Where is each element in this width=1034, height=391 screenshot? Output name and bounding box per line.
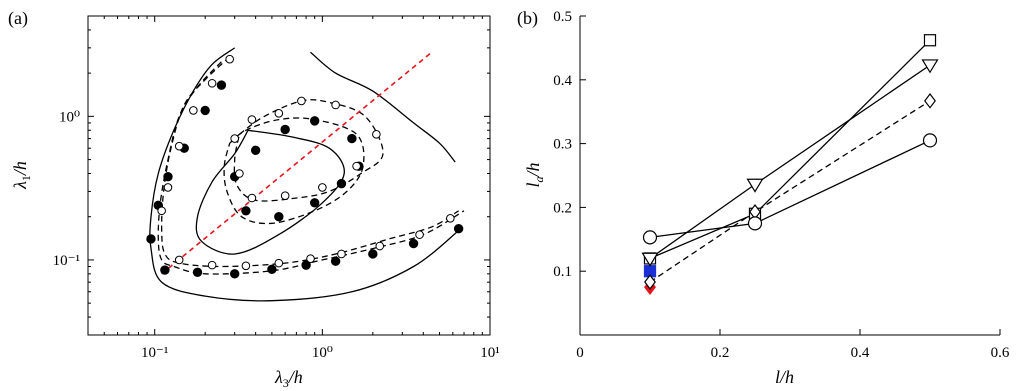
plot-frame-a bbox=[87, 15, 491, 336]
open-circle-marker bbox=[174, 141, 184, 151]
filled-circle-marker bbox=[280, 124, 290, 135]
open-circle-marker bbox=[415, 230, 424, 239]
open-circle-marker bbox=[352, 161, 361, 171]
contour-solid-outer-right bbox=[310, 51, 456, 163]
panel-label-a: (a) bbox=[8, 8, 28, 29]
line-plot-b: (b) 0 0.2 0.4 0.6 0.1 0.2 0.3 0.4 0.5 l/h la/h bbox=[517, 8, 1010, 387]
contour-lines bbox=[149, 47, 465, 302]
open-circle-marker bbox=[174, 255, 184, 265]
series-line-circle bbox=[649, 139, 931, 239]
x-tick-label-b: 0.4 bbox=[851, 345, 870, 361]
series-lines bbox=[649, 39, 931, 283]
open-circle-marker bbox=[274, 109, 284, 118]
open-circle-marker bbox=[446, 213, 455, 223]
open-circle-marker bbox=[331, 100, 340, 110]
x-tick-label-b: 0.2 bbox=[711, 345, 730, 361]
circle-marker bbox=[642, 230, 658, 245]
y-tick-label-a: 10⁻¹ bbox=[53, 253, 80, 269]
filled-circle-marker bbox=[309, 116, 320, 126]
filled-circle-marker bbox=[146, 234, 156, 244]
circle-marker bbox=[747, 216, 763, 231]
diamond-marker bbox=[644, 274, 656, 290]
y-tick-label-b: 0.4 bbox=[553, 73, 572, 89]
y-tick-label-a: 10⁰ bbox=[59, 109, 80, 125]
diamond-marker bbox=[924, 93, 936, 109]
y-tick-label-b: 0.5 bbox=[553, 9, 572, 25]
contour-dashed-middle-filled bbox=[223, 117, 365, 225]
triangle-down-marker bbox=[746, 178, 764, 193]
x-tick-label-a: 10⁰ bbox=[312, 345, 333, 361]
open-circle-marker bbox=[247, 115, 257, 124]
triangle-down-marker bbox=[641, 252, 659, 267]
filled-circle-marker bbox=[368, 249, 378, 259]
contour-solid-inner bbox=[195, 129, 345, 255]
open-circle-marker bbox=[207, 260, 217, 270]
open-circle-marker bbox=[247, 193, 257, 203]
filled-circle-marker bbox=[309, 198, 320, 208]
open-circle-marker bbox=[207, 78, 217, 88]
contour-dashed-outer-open bbox=[160, 56, 459, 268]
filled-circle-marker bbox=[267, 264, 277, 275]
filled-circle-marker bbox=[163, 171, 173, 182]
panel-label-b: (b) bbox=[517, 8, 538, 29]
open-circle-marker bbox=[225, 54, 234, 64]
filled-circle-marker bbox=[192, 267, 203, 278]
marker-group-b bbox=[641, 34, 939, 295]
open-circle-marker bbox=[157, 206, 166, 216]
y-tick-label-b: 0.2 bbox=[553, 200, 572, 216]
axes-b bbox=[579, 16, 1000, 336]
x-tick-label-b: 0 bbox=[576, 345, 584, 361]
filled-circle-marker bbox=[160, 265, 170, 275]
open-circle-marker bbox=[375, 241, 385, 251]
filled-circle-marker bbox=[250, 145, 261, 156]
filled-circle-marker bbox=[453, 224, 464, 234]
y-axis-label-a: λ1/h bbox=[10, 161, 33, 190]
open-circle-marker bbox=[274, 258, 284, 268]
x-tick-label-a: 10¹ bbox=[480, 345, 500, 361]
x-axis-label-b: l/h bbox=[775, 367, 794, 387]
open-circle-marker bbox=[189, 106, 198, 115]
filled-circle-marker bbox=[229, 269, 240, 279]
filled-circle-marker bbox=[274, 212, 284, 222]
open-circle-marker bbox=[241, 261, 251, 271]
square-marker bbox=[923, 34, 937, 47]
triangle-down-marker bbox=[921, 59, 939, 74]
filled-circle-marker bbox=[330, 256, 341, 266]
tick-group-b: 0 0.2 0.4 0.6 0.1 0.2 0.3 0.4 0.5 bbox=[553, 9, 1010, 361]
series-line-triangle-down bbox=[649, 64, 931, 259]
open-circle-marker bbox=[318, 183, 327, 192]
series-line-diamond bbox=[649, 100, 931, 283]
marker-group-a bbox=[146, 54, 464, 279]
x-axis-label-a: λ3/h bbox=[274, 367, 303, 390]
x-tick-label-b: 0.6 bbox=[991, 345, 1010, 361]
x-tick-label-a: 10⁻¹ bbox=[141, 345, 168, 361]
open-circle-marker bbox=[235, 169, 244, 178]
y-axis-label-b: la/h bbox=[523, 162, 546, 187]
circle-marker bbox=[922, 133, 938, 148]
open-circle-marker bbox=[280, 191, 290, 201]
series-line-square bbox=[649, 39, 931, 259]
contour-plot-a: (a) 10⁻¹ 10⁰ 10¹ 10⁻¹ 10⁰ λ3/h λ1/h bbox=[8, 8, 500, 390]
filled-circle-marker bbox=[216, 80, 227, 90]
y-tick-label-b: 0.3 bbox=[553, 137, 572, 153]
filled-circle-marker bbox=[301, 260, 311, 270]
tick-group-a: 10⁻¹ 10⁰ 10¹ 10⁻¹ 10⁰ bbox=[53, 16, 500, 361]
open-circle-marker bbox=[297, 96, 306, 106]
open-circle-marker bbox=[230, 134, 239, 143]
open-circle-marker bbox=[372, 129, 381, 139]
filled-circle-marker bbox=[347, 133, 357, 144]
filled-circle-marker bbox=[408, 238, 419, 249]
open-circle-marker bbox=[163, 183, 173, 192]
contour-dashed-outer-filled bbox=[157, 61, 465, 275]
filled-circle-marker bbox=[200, 105, 210, 116]
reference-line bbox=[161, 51, 433, 275]
filled-circle-marker bbox=[241, 206, 251, 216]
reference-line-red-dashed bbox=[161, 51, 433, 275]
open-circle-marker bbox=[306, 254, 315, 263]
open-circle-marker bbox=[337, 249, 346, 259]
y-tick-label-b: 0.1 bbox=[553, 264, 572, 280]
filled-circle-marker bbox=[336, 178, 347, 189]
